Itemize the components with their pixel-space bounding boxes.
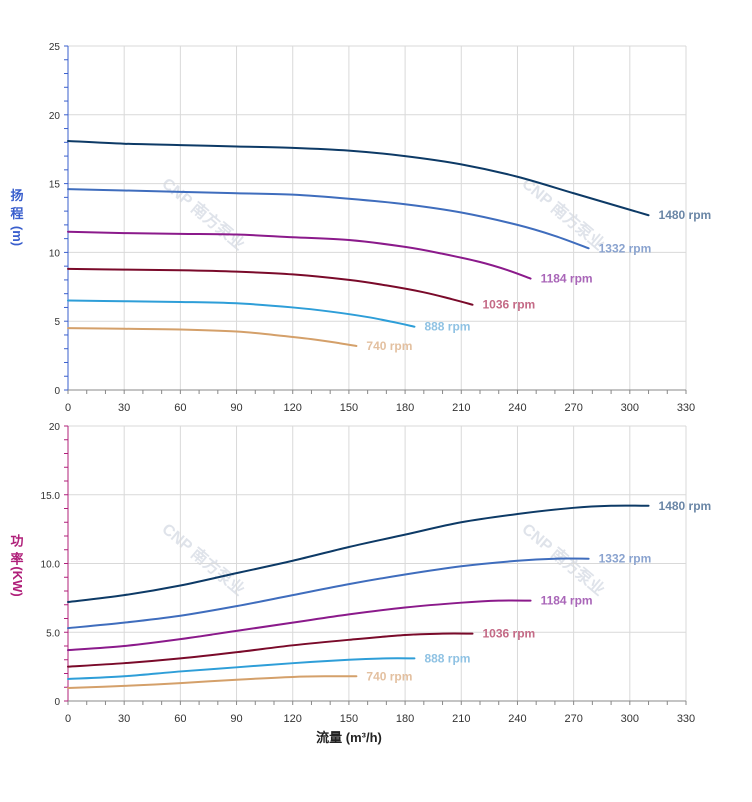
x-tick-label: 120 <box>284 713 302 725</box>
x-tick-label: 90 <box>230 402 242 414</box>
y-axis-title-char: 扬 <box>10 188 23 203</box>
y-axis-title-unit: (m) <box>10 226 25 246</box>
x-tick-label: 180 <box>396 402 414 414</box>
x-tick-label: 330 <box>677 402 695 414</box>
x-tick-label: 330 <box>677 713 695 725</box>
series-line-1480-rpm <box>67 139 650 217</box>
series-line-1036-rpm <box>67 267 474 306</box>
x-tick-label: 270 <box>564 402 582 414</box>
x-tick-label: 60 <box>174 713 186 725</box>
series-label: 1480 rpm <box>659 499 712 513</box>
series-label: 1332 rpm <box>599 552 652 566</box>
x-tick-label: 150 <box>340 402 358 414</box>
x-axis-title: 流量 (m³/h) <box>316 730 382 745</box>
x-tick-label: 60 <box>174 402 186 414</box>
y-tick-label: 10.0 <box>41 560 61 571</box>
y-tick-label: 10 <box>49 248 61 259</box>
x-tick-label: 150 <box>340 713 358 725</box>
series-label: 1036 rpm <box>483 298 536 312</box>
series-label: 888 rpm <box>424 320 470 334</box>
y-tick-label: 5.0 <box>46 628 60 639</box>
x-tick-label: 90 <box>230 713 242 725</box>
series-label: 1184 rpm <box>541 594 593 608</box>
y-tick-label: 20 <box>49 111 61 122</box>
series-line-888-rpm <box>67 657 416 680</box>
x-tick-label: 240 <box>508 713 526 725</box>
watermark-logo: CNP 南方泵业 <box>518 174 608 254</box>
x-tick-label: 30 <box>118 713 130 725</box>
series-line-888-rpm <box>67 299 416 328</box>
series-line-740-rpm <box>67 327 358 347</box>
series-label: 740 rpm <box>366 339 412 353</box>
x-tick-label: 210 <box>452 713 470 725</box>
y-axis-title-unit: (KW) <box>10 566 25 596</box>
x-tick-label: 240 <box>508 402 526 414</box>
x-tick-label: 0 <box>65 402 71 414</box>
series-line-1184-rpm <box>67 599 532 652</box>
x-tick-label: 120 <box>284 402 302 414</box>
x-tick-label: 300 <box>621 713 639 725</box>
series-label: 740 rpm <box>366 669 412 683</box>
x-tick-label: 30 <box>118 402 130 414</box>
y-axis-title-char: 程 <box>10 206 23 221</box>
x-tick-label: 270 <box>564 713 582 725</box>
series-line-1036-rpm <box>67 632 474 668</box>
y-tick-label: 25 <box>49 42 61 53</box>
y-tick-label: 5 <box>54 317 60 328</box>
y-axis-title-char: 功 <box>10 534 23 549</box>
series-line-1184-rpm <box>67 230 532 280</box>
y-tick-label: 20 <box>49 422 61 433</box>
y-tick-label: 0 <box>54 697 60 708</box>
y-tick-label: 0 <box>54 386 60 397</box>
x-tick-label: 180 <box>396 713 414 725</box>
x-tick-label: 210 <box>452 402 470 414</box>
series-line-1332-rpm <box>67 557 590 630</box>
watermark-logo: CNP 南方泵业 <box>158 174 248 254</box>
y-axis-title-char: 率 <box>10 552 23 567</box>
series-label: 1036 rpm <box>483 627 536 641</box>
series-line-740-rpm <box>67 675 358 689</box>
x-tick-label: 300 <box>621 402 639 414</box>
y-tick-label: 15 <box>49 180 61 191</box>
series-label: 1480 rpm <box>659 208 712 222</box>
series-label: 1184 rpm <box>541 272 593 286</box>
series-line-1332-rpm <box>67 188 590 250</box>
x-tick-label: 0 <box>65 713 71 725</box>
series-line-1480-rpm <box>67 504 650 603</box>
series-label: 1332 rpm <box>599 241 652 255</box>
y-tick-label: 15.0 <box>41 491 61 502</box>
series-label: 888 rpm <box>424 651 470 665</box>
